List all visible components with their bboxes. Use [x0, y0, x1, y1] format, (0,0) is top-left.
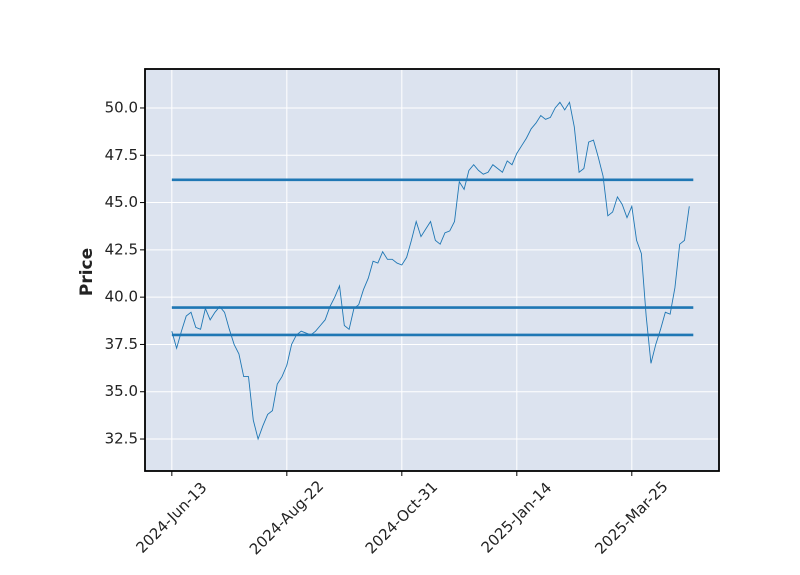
x-tick-label: 2025-Jan-14 — [478, 479, 556, 557]
y-tick-label: 35.0 — [105, 382, 138, 400]
y-axis-label: Price — [77, 248, 97, 296]
y-tick-label: 47.5 — [105, 146, 138, 164]
y-tick-label: 37.5 — [105, 335, 138, 353]
x-tick-label: 2024-Aug-22 — [246, 477, 327, 558]
y-tick-label: 42.5 — [105, 240, 138, 258]
plot-background — [145, 69, 719, 471]
x-tick-label: 2024-Oct-31 — [362, 478, 442, 558]
y-tick-label: 40.0 — [105, 288, 138, 306]
x-tick-label: 2025-Mar-25 — [591, 478, 671, 558]
price-line — [171, 101, 690, 441]
y-tick-label: 45.0 — [105, 193, 138, 211]
plot-frame — [144, 68, 720, 472]
y-tick-label: 32.5 — [105, 430, 138, 448]
y-tick-label: 50.0 — [105, 98, 138, 116]
x-tick-label: 2024-Jun-13 — [132, 479, 210, 557]
